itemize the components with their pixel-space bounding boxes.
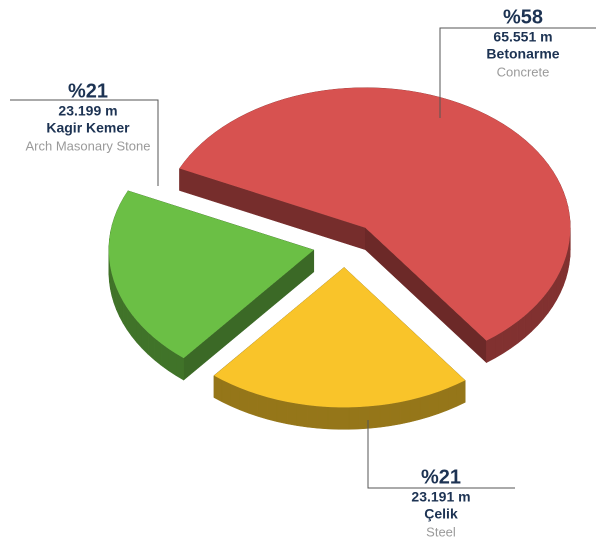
slice-side: [231, 384, 240, 410]
amount-label: 23.191 m: [411, 489, 470, 505]
percent-label: %58: [503, 6, 543, 28]
slice-side: [380, 404, 390, 427]
translation-label: Steel: [426, 524, 456, 539]
amount-label: 23.199 m: [58, 103, 117, 119]
slice-side: [486, 336, 494, 362]
category-label: Kagir Kemer: [46, 120, 130, 136]
slice-side: [240, 388, 249, 413]
slice-side: [400, 400, 410, 424]
slice-side: [277, 400, 287, 424]
percent-label: %21: [68, 80, 108, 102]
slice-side: [318, 406, 328, 429]
translation-label: Arch Masonary Stone: [25, 138, 150, 153]
percent-label: %21: [421, 466, 461, 488]
slice-side: [420, 395, 430, 420]
slice-side: [457, 380, 466, 406]
category-label: Çelik: [424, 506, 458, 522]
slice-side: [349, 407, 359, 429]
amount-label: 65.551 m: [493, 29, 552, 45]
slice-side: [338, 407, 348, 429]
slice-side: [410, 398, 420, 422]
category-label: Betonarme: [486, 46, 559, 62]
slice-side: [328, 407, 338, 429]
slice-side: [448, 384, 457, 410]
slice-side: [297, 404, 307, 427]
slice-side: [287, 402, 297, 426]
slice-side: [258, 394, 268, 419]
slice-side: [307, 405, 317, 428]
slice-side: [267, 397, 277, 421]
slice-side: [214, 376, 222, 402]
slice-side: [222, 380, 231, 406]
translation-label: Concrete: [497, 64, 550, 79]
slice-side: [429, 392, 438, 417]
slice-side: [370, 405, 380, 428]
slice-side: [439, 388, 448, 413]
slice-side: [176, 353, 184, 380]
slice-side: [249, 391, 258, 416]
slice-side: [390, 402, 400, 426]
